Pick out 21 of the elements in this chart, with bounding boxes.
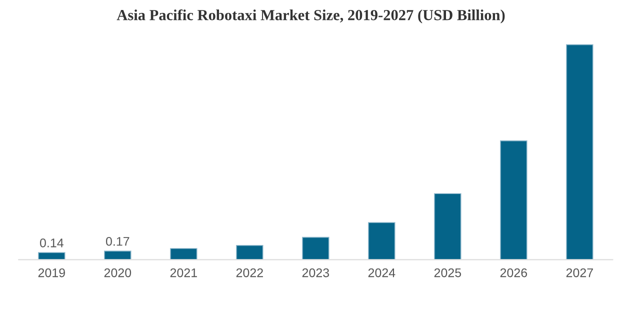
data-label: 0.14 [40,238,64,248]
bar [368,222,396,260]
x-tick-label: 2025 [434,268,462,278]
bar [170,248,198,260]
x-tick-label: 2026 [500,268,528,278]
x-tick-label: 2022 [236,268,263,278]
x-tick-label: 2020 [104,268,132,278]
bar [500,140,528,260]
data-label: 0.17 [106,236,130,246]
x-tick-label: 2024 [368,268,396,278]
bar [104,250,132,260]
x-tick-label: 2019 [38,268,65,278]
x-tick-label: 2021 [170,268,197,278]
bar [38,252,66,260]
bar [302,236,330,260]
x-tick-label: 2023 [302,268,330,278]
x-tick-label: 2027 [566,268,593,278]
chart-title: Asia Pacific Robotaxi Market Size, 2019-2027 (USD Billion) [116,9,505,24]
bar [434,193,462,260]
bar [236,245,264,260]
bar [566,44,594,260]
